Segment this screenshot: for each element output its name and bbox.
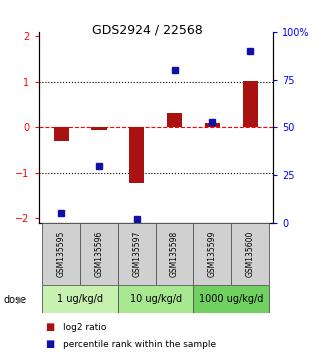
Bar bbox=[205, 123, 220, 127]
Text: ■: ■ bbox=[45, 322, 54, 332]
Bar bbox=[118, 285, 194, 313]
Text: 10 ug/kg/d: 10 ug/kg/d bbox=[130, 294, 182, 304]
Bar bbox=[156, 223, 194, 285]
Bar bbox=[231, 223, 269, 285]
Text: log2 ratio: log2 ratio bbox=[63, 323, 106, 332]
Text: GDS2924 / 22568: GDS2924 / 22568 bbox=[92, 23, 203, 36]
Bar bbox=[194, 285, 269, 313]
Bar bbox=[243, 81, 258, 127]
Text: percentile rank within the sample: percentile rank within the sample bbox=[63, 339, 216, 349]
Text: GSM135599: GSM135599 bbox=[208, 231, 217, 277]
Text: 1000 ug/kg/d: 1000 ug/kg/d bbox=[199, 294, 264, 304]
Text: GSM135596: GSM135596 bbox=[94, 231, 103, 277]
Text: GSM135597: GSM135597 bbox=[132, 231, 141, 277]
Bar bbox=[42, 285, 118, 313]
Text: GSM135598: GSM135598 bbox=[170, 231, 179, 277]
Bar bbox=[129, 127, 144, 183]
Bar bbox=[167, 113, 182, 127]
Bar bbox=[42, 223, 80, 285]
Text: GSM135600: GSM135600 bbox=[246, 231, 255, 277]
Bar bbox=[118, 223, 156, 285]
Text: ▶: ▶ bbox=[17, 295, 25, 305]
Text: dose: dose bbox=[3, 295, 26, 305]
Bar bbox=[54, 127, 69, 141]
Text: ■: ■ bbox=[45, 339, 54, 349]
Bar bbox=[91, 127, 107, 130]
Bar bbox=[80, 223, 118, 285]
Bar bbox=[194, 223, 231, 285]
Text: GSM135595: GSM135595 bbox=[57, 231, 66, 277]
Text: 1 ug/kg/d: 1 ug/kg/d bbox=[57, 294, 103, 304]
